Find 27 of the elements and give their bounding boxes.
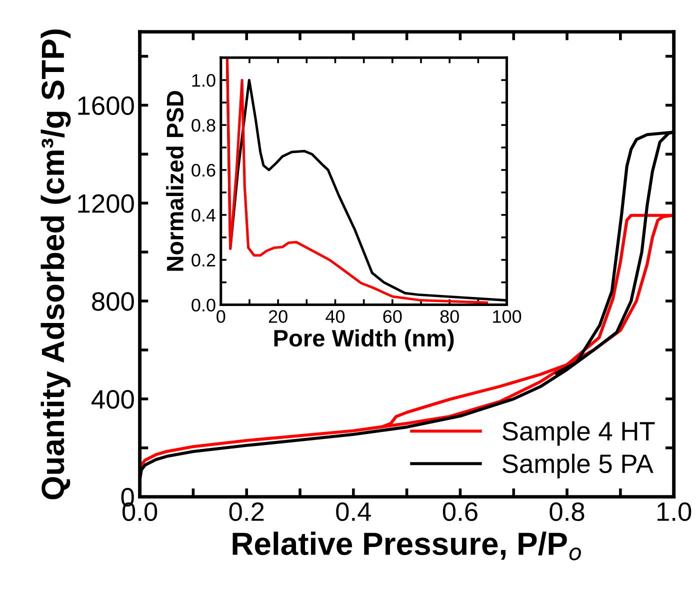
y-tick-label: 0.8 <box>192 118 216 132</box>
y-tick-label: 1200 <box>78 194 134 213</box>
y-tick-label: 0.2 <box>192 254 216 267</box>
x-tick-label: 1.0 <box>658 502 692 522</box>
legend-label: Sample 5 PA <box>502 454 654 478</box>
y-tick-label: 1600 <box>78 96 134 116</box>
x-tick-label: 0.8 <box>550 502 584 522</box>
x-tick-label: 0.2 <box>229 502 264 522</box>
x-tick-label: 100 <box>493 310 522 323</box>
x-tick-label: 80 <box>440 310 459 323</box>
y-axis-title: Quantity Adsorbed (cm³/g STP) <box>40 30 71 500</box>
x-axis-title: Pore Width (nm) <box>274 329 454 352</box>
x-tick-label: 0 <box>216 310 226 323</box>
y-tick-label: 400 <box>92 390 134 409</box>
x-tick-label: 40 <box>326 310 345 323</box>
x-tick-label: 0.6 <box>442 502 478 522</box>
x-tick-label: 20 <box>268 310 288 323</box>
legend-label: Sample 4 HT <box>502 421 655 446</box>
y-axis-title: Normalized PSD <box>166 91 184 271</box>
x-tick-label: 60 <box>383 310 402 323</box>
x-axis-title: Relative Pressure, P/P$_{o}$ <box>232 532 581 560</box>
y-tick-label: 1.0 <box>192 74 216 87</box>
y-tick-label: 0.6 <box>192 164 216 177</box>
y-tick-label: 0.0 <box>192 298 216 312</box>
x-tick-label: 0.4 <box>336 502 371 522</box>
y-tick-label: 800 <box>92 292 134 311</box>
y-tick-label: 0.4 <box>192 208 216 222</box>
